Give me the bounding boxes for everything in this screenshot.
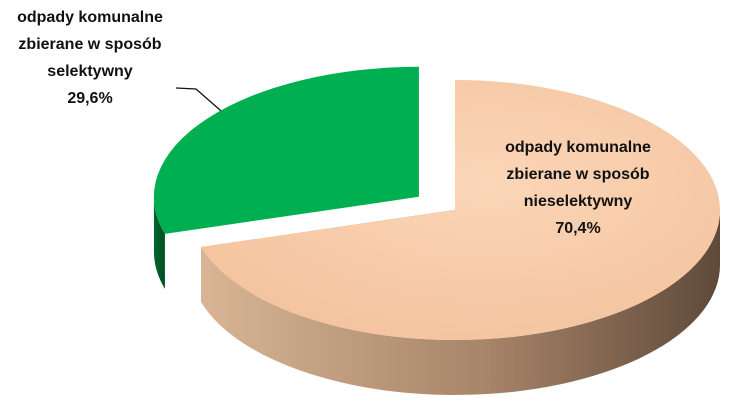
value-label: 70,4% <box>555 220 600 237</box>
value-label: 29,6% <box>67 90 112 107</box>
slice-label: odpady komunalne <box>505 139 651 156</box>
slice-top <box>153 66 419 234</box>
slice-top <box>200 80 721 341</box>
slice-label: odpady komunalne <box>17 9 163 26</box>
slice-side <box>153 196 165 289</box>
slice <box>153 66 419 289</box>
slice-side <box>200 210 721 395</box>
slice-label: zbierane w sposób <box>18 36 161 53</box>
slice-label: nieselektywny <box>524 193 633 210</box>
slice-label: zbierane w sposób <box>506 166 649 183</box>
slice <box>200 80 721 395</box>
slice-label: selektywny <box>47 63 132 80</box>
